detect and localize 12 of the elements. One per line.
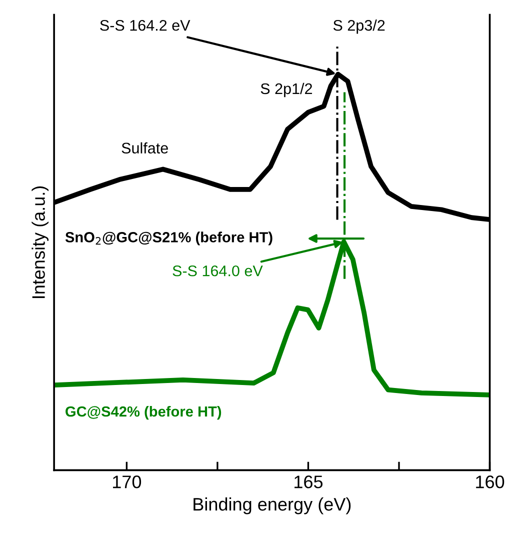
text: SnO$_{2}$@GC@S21% (before HT) — [65, 232, 272, 246]
annotation: S-S 164.0 eV — [172, 265, 263, 276]
series-label: GC@S42% (before HT) — [66, 406, 222, 420]
annotation: Sulfate — [122, 142, 168, 154]
y-axis-title: Intensity (a.u.) — [32, 186, 49, 298]
text: S 2p3/2 — [333, 20, 385, 34]
x-axis-title: Binding energy (eV) — [194, 497, 351, 514]
x-tick-label: 170 — [113, 476, 142, 488]
annotation: S 2p1/2 — [260, 82, 312, 98]
x-tick-label: 160 — [476, 476, 504, 488]
annotation: S-S 164.2 eV — [100, 20, 190, 31]
x-tick-label: 165 — [294, 476, 323, 488]
